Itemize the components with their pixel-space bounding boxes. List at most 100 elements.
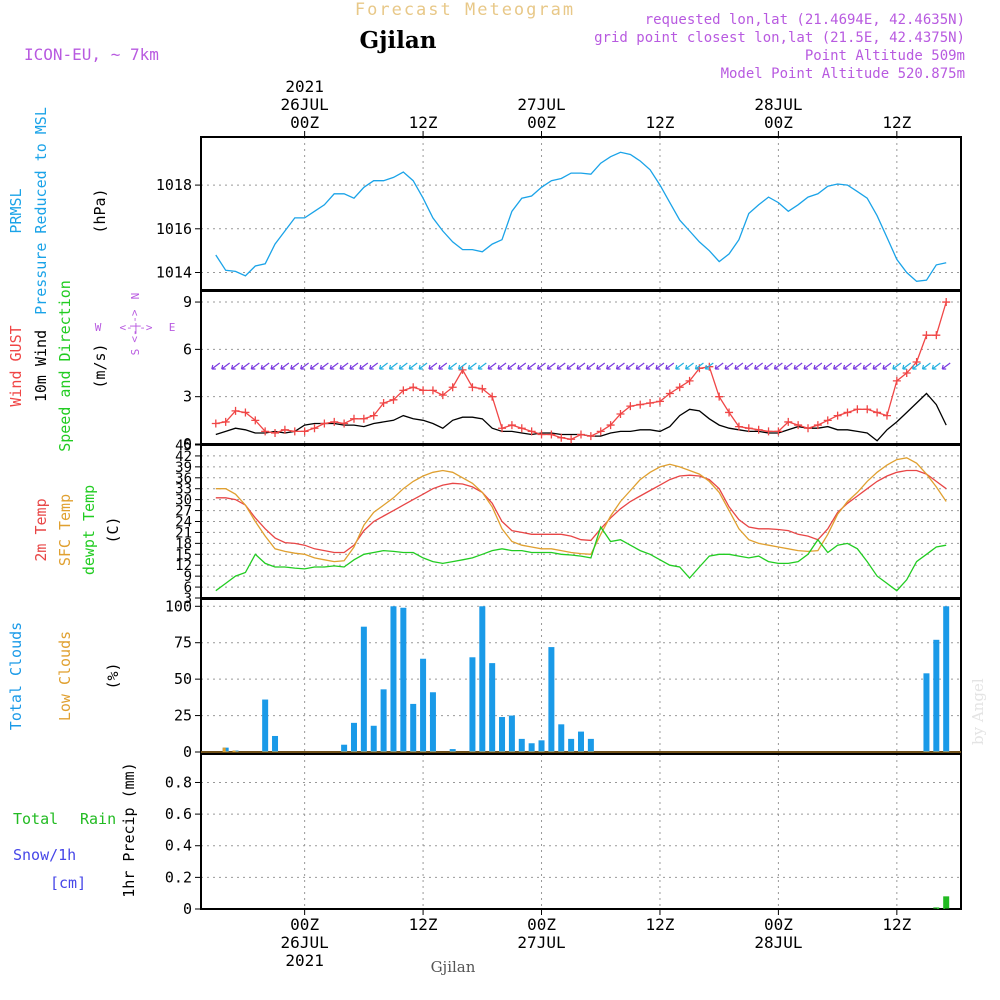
y-tick-label: 1018	[156, 176, 192, 194]
wind-direction-arrow	[872, 362, 882, 370]
wind-direction-arrow	[704, 362, 714, 370]
gust-marker	[596, 427, 605, 436]
panel-frame-precip	[200, 753, 962, 910]
gust-marker	[280, 425, 289, 434]
gust-marker	[419, 386, 428, 395]
total-cloud-bar	[489, 663, 496, 752]
bottom-year-label: 2021	[285, 951, 324, 970]
gust-marker	[557, 433, 566, 442]
wind-direction-arrow	[813, 362, 823, 370]
panel-labels: PRMSL Pressure Reduced to MSL (hPa) Wind GU…	[7, 107, 175, 898]
gust-marker	[448, 383, 457, 392]
label-low-clouds: Low Clouds	[56, 631, 74, 721]
label-dewpt-temp: dewpt Temp	[80, 485, 98, 575]
total-cloud-bar	[370, 725, 377, 752]
gust-marker	[478, 384, 487, 393]
wind-direction-arrow	[240, 362, 250, 370]
wind-direction-arrow	[645, 362, 655, 370]
gust-marker	[310, 424, 319, 433]
rain-bar	[943, 896, 950, 909]
gust-marker	[349, 414, 358, 423]
label-wind-unit: (m/s)	[91, 343, 109, 388]
gust-marker	[261, 427, 270, 436]
label-clouds-unit: (%)	[104, 662, 122, 689]
wind-direction-arrow	[744, 362, 754, 370]
compass-w: W	[95, 321, 102, 334]
gust-marker	[646, 398, 655, 407]
gust-marker	[774, 427, 783, 436]
wind-direction-arrow	[546, 362, 556, 370]
total-cloud-bar	[449, 749, 456, 752]
gust-marker	[606, 421, 615, 430]
total-cloud-bar	[429, 692, 436, 752]
wind-direction-arrow	[763, 362, 773, 370]
gust-marker	[428, 386, 437, 395]
y-tick-label: 25	[174, 707, 192, 725]
wind-direction-arrow	[684, 362, 694, 370]
low-cloud-bar	[222, 747, 226, 752]
gust-marker	[853, 405, 862, 414]
label-10m-wind: 10m Wind	[32, 330, 50, 402]
label-pressure-unit: (hPa)	[91, 188, 109, 233]
bottom-tick-label: 12Z	[646, 915, 675, 934]
gust-marker	[942, 298, 951, 307]
wind-direction-arrow	[773, 362, 783, 370]
top-tick-label: 12Z	[646, 113, 675, 132]
label-pressure-msl: Pressure Reduced to MSL	[32, 107, 50, 315]
gust-marker	[389, 395, 398, 404]
wind-direction-arrow	[852, 362, 862, 370]
total-cloud-bar	[587, 738, 594, 752]
gridpoint-coordinates: grid point closest lon,lat (21.5E, 42.43…	[594, 30, 965, 46]
top-tick-label: 12Z	[409, 113, 438, 132]
bottom-tick-label: 12Z	[409, 915, 438, 934]
wind-direction-arrow	[793, 362, 803, 370]
wind-direction-arrow	[615, 362, 625, 370]
wind-direction-arrow	[428, 362, 438, 370]
gust-marker	[685, 376, 694, 385]
gust-marker	[744, 424, 753, 433]
gust-marker	[675, 383, 684, 392]
wind-direction-arrow	[783, 362, 793, 370]
y-tick-label: 45	[175, 438, 192, 454]
y-tick-label: 9	[184, 569, 192, 585]
gust-marker	[902, 369, 911, 378]
y-tick-label: 21	[175, 525, 192, 541]
total-cloud-bar	[578, 731, 584, 752]
gust-marker	[320, 419, 329, 428]
gust-marker	[784, 417, 793, 426]
wind-direction-arrow	[892, 362, 902, 370]
gust-marker	[833, 411, 842, 420]
wind-direction-arrow	[339, 362, 349, 370]
top-tick-label: 12Z	[882, 113, 911, 132]
total-cloud-bar	[479, 606, 486, 752]
label-sfc-temp: SFC Temp	[56, 494, 74, 566]
wind-direction-arrow	[596, 362, 606, 370]
y-tick-label: 0.6	[165, 805, 192, 823]
total-cloud-bar	[923, 673, 930, 752]
gust-marker	[211, 419, 220, 428]
gust-marker	[764, 427, 773, 436]
total-cloud-bar	[508, 715, 515, 752]
wind-direction-arrow	[941, 362, 951, 370]
gust-marker	[221, 417, 230, 426]
gust-marker	[241, 408, 250, 417]
compass-s: S	[129, 349, 142, 356]
wind-direction-arrow	[448, 362, 458, 370]
wind-direction-arrow	[842, 362, 852, 370]
total-cloud-bar	[410, 703, 417, 752]
wind-direction-arrow	[319, 362, 329, 370]
y-tick-label: 0	[183, 435, 192, 453]
wind-direction-arrow	[586, 362, 596, 370]
pressure-line	[215, 151, 947, 282]
gust-marker	[813, 421, 822, 430]
y-tick-label: 0	[183, 900, 192, 918]
watermark: by Angel	[969, 678, 987, 745]
wind-direction-arrow	[477, 362, 487, 370]
wind-direction-arrow	[734, 362, 744, 370]
y-tick-label: 100	[165, 597, 192, 615]
wind-direction-arrow	[694, 362, 704, 370]
product-title: Forecast Meteogram	[355, 0, 575, 20]
gust-marker	[804, 424, 813, 433]
low-cloud-bar	[232, 750, 236, 752]
